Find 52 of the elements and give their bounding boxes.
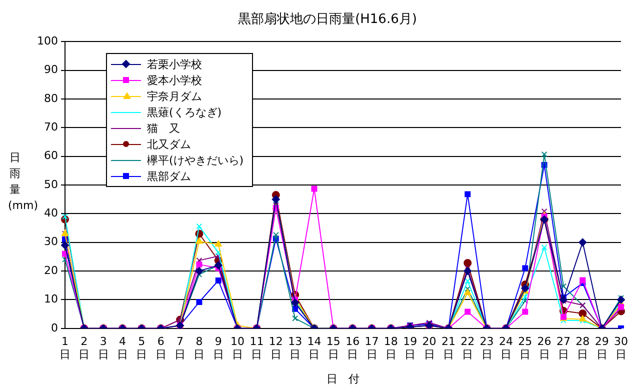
y-tick-label: 100: [36, 34, 58, 48]
x-tick-label: 14日: [307, 334, 322, 362]
x-tick-label: 15日: [326, 334, 340, 362]
legend-label: 若栗小学校: [147, 56, 202, 72]
x-tick-label: 23日: [480, 334, 494, 362]
x-tick-label: 1日: [59, 334, 70, 362]
y-tick-label: 60: [44, 149, 58, 162]
x-tick-label: 17日: [364, 334, 379, 362]
legend-label: 黒薙(くろなぎ): [147, 104, 222, 120]
x-tick-label: 8日: [194, 334, 205, 362]
x-tick-label: 27日: [556, 334, 570, 362]
x-tick-label: 20日: [422, 334, 436, 362]
legend-label: 愛本小学校: [147, 72, 202, 88]
x-tick-label: 2日: [78, 334, 90, 362]
y-tick-label: 20: [44, 264, 58, 277]
y-tick-label: 10: [44, 292, 58, 306]
x-tick-label: 30日: [614, 334, 628, 362]
x-tick-label: 24日: [498, 334, 513, 362]
legend-label: 宇奈月ダム: [147, 88, 202, 104]
y-tick-label: 90: [44, 63, 58, 76]
legend-label: 欅平(けやきだいら): [147, 152, 244, 168]
x-tick-label: 28日: [576, 334, 590, 362]
y-tick-label: 30: [44, 235, 58, 248]
x-tick-label: 25日: [518, 334, 532, 362]
y-tick-label: 70: [44, 120, 58, 134]
y-tick-label: 40: [44, 206, 58, 220]
x-tick-label: 22日: [460, 334, 475, 362]
x-tick-label: 10日: [230, 334, 245, 362]
x-tick-label: 16日: [346, 334, 360, 362]
x-tick-label: 12日: [268, 334, 283, 362]
x-tick-label: 13日: [288, 334, 302, 362]
y-tick-label: 0: [50, 321, 58, 334]
y-tick-label: 50: [44, 178, 58, 191]
x-tick-label: 19日: [403, 334, 418, 362]
x-tick-label: 3日: [98, 334, 109, 362]
x-tick-label: 18日: [384, 334, 398, 362]
x-tick-label: 7日: [174, 334, 186, 362]
legend-label: 北又ダム: [147, 136, 191, 152]
x-tick-label: 9日: [212, 334, 224, 362]
x-tick-label: 21日: [441, 334, 456, 362]
x-tick-label: 29日: [594, 334, 609, 362]
x-tick-label: 11日: [250, 334, 264, 362]
chart-title: 黒部扇状地の日雨量(H16.6月): [238, 11, 417, 28]
x-axis-title: 日 付: [326, 372, 360, 386]
y-tick-label: 80: [44, 92, 58, 105]
legend-label: 黒部ダム: [147, 168, 191, 184]
x-tick-label: 26日: [537, 334, 552, 362]
x-tick-label: 5日: [136, 334, 148, 362]
legend-label: 猫 又: [147, 120, 180, 136]
x-tick-label: 4日: [117, 334, 128, 362]
y-axis-title: 日雨量(mm): [8, 150, 38, 214]
x-tick-label: 6日: [155, 334, 166, 362]
